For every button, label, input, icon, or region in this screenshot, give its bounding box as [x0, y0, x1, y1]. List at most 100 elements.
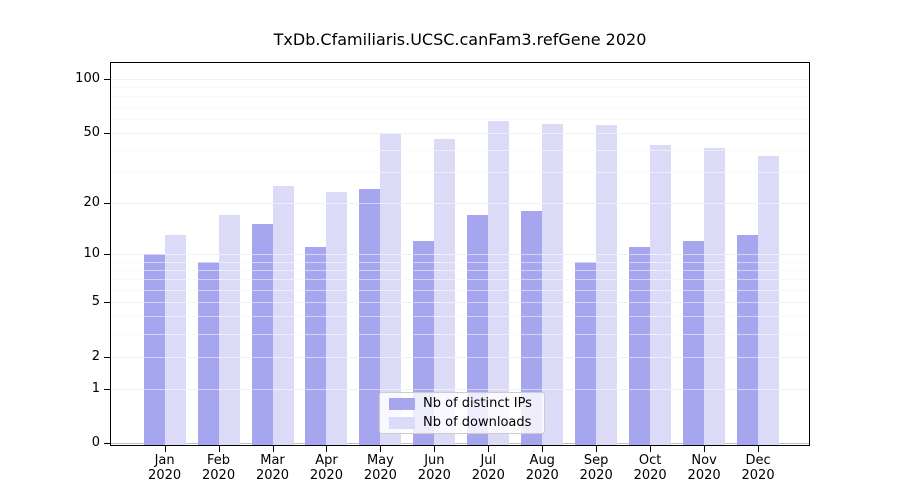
bar-distinct-ips-apr	[305, 247, 327, 446]
x-tick-year: 2020	[687, 468, 721, 483]
y-tick-mark	[104, 253, 110, 255]
bar-downloads-feb	[218, 215, 240, 446]
bar-downloads-mar	[272, 186, 294, 446]
x-tick-month: Jul	[480, 453, 497, 468]
gridline-overlay	[110, 356, 810, 358]
x-tick-year: 2020	[579, 468, 613, 483]
gridline-overlay	[110, 87, 810, 89]
plot-area	[110, 62, 810, 446]
x-tick-label: Oct 2020	[618, 453, 682, 483]
x-tick-month: Dec	[745, 453, 771, 468]
gridline-overlay	[110, 289, 810, 291]
gridline-overlay	[110, 150, 810, 152]
x-tick-month: Sep	[583, 453, 609, 468]
gridline-overlay	[110, 132, 810, 134]
plot-inner	[110, 62, 810, 446]
x-tick-mark	[650, 446, 652, 452]
x-tick-month: Apr	[315, 453, 338, 468]
x-tick-month: May	[366, 453, 394, 468]
x-tick-label: Jan 2020	[133, 453, 197, 483]
x-tick-year: 2020	[255, 468, 290, 483]
bar-downloads-jul	[488, 121, 510, 446]
x-tick-mark	[704, 446, 706, 452]
legend-item-downloads: Nb of downloads	[380, 415, 544, 431]
x-tick-year: 2020	[148, 468, 182, 483]
y-tick-label: 20	[83, 194, 100, 210]
bar-downloads-jun	[434, 139, 456, 446]
x-tick-month: Jun	[424, 453, 445, 468]
x-tick-label: Jul 2020	[456, 453, 520, 483]
x-tick-year: 2020	[309, 468, 343, 483]
legend-label-distinct-ips: Nb of distinct IPs	[423, 395, 532, 411]
gridline-overlay	[110, 388, 810, 390]
x-tick-mark	[326, 446, 328, 452]
bar-distinct-ips-sep	[575, 261, 597, 446]
bar-downloads-sep	[596, 125, 618, 446]
x-tick-label: Jun 2020	[402, 453, 466, 483]
bar-distinct-ips-may	[359, 189, 381, 446]
bar-downloads-apr	[326, 192, 348, 446]
y-tick-label: 0	[91, 435, 100, 451]
y-tick-mark	[104, 132, 110, 134]
gridline-overlay	[110, 333, 810, 335]
y-tick-mark	[104, 388, 110, 390]
x-tick-month: Aug	[529, 453, 555, 468]
x-tick-year: 2020	[633, 468, 667, 483]
gridline-overlay	[110, 202, 810, 204]
x-tick-mark	[164, 446, 166, 452]
y-tick-mark	[104, 202, 110, 204]
legend-label-downloads: Nb of downloads	[423, 414, 532, 430]
legend-swatch-downloads	[389, 416, 415, 429]
bar-distinct-ips-jan	[143, 253, 165, 446]
legend-item-distinct-ips: Nb of distinct IPs	[380, 396, 544, 412]
x-tick-mark	[272, 446, 274, 452]
x-tick-label: Aug 2020	[510, 453, 574, 483]
x-tick-mark	[596, 446, 598, 452]
bar-downloads-nov	[704, 148, 726, 446]
x-tick-year: 2020	[363, 468, 397, 483]
gridline-overlay	[110, 253, 810, 255]
y-tick-label: 5	[91, 293, 100, 309]
y-tick-mark	[104, 356, 110, 358]
y-tick-label: 50	[83, 124, 100, 140]
y-tick-mark	[104, 78, 110, 80]
x-tick-mark	[488, 446, 490, 452]
x-tick-mark	[758, 446, 760, 452]
gridline-overlay	[110, 106, 810, 108]
x-tick-year: 2020	[417, 468, 451, 483]
y-tick-mark	[104, 301, 110, 303]
x-tick-label: May 2020	[348, 453, 412, 483]
bar-distinct-ips-aug	[521, 210, 543, 446]
gridline-overlay	[110, 316, 810, 318]
x-tick-mark	[380, 446, 382, 452]
gridline-zero	[110, 443, 810, 445]
legend: Nb of distinct IPs Nb of downloads	[379, 392, 545, 434]
x-tick-year: 2020	[741, 468, 775, 483]
bar-downloads-may	[380, 132, 402, 446]
x-tick-month: Mar	[260, 453, 285, 468]
gridline-overlay	[110, 261, 810, 263]
x-tick-mark	[434, 446, 436, 452]
y-tick-label: 1	[91, 380, 100, 396]
x-tick-mark	[218, 446, 220, 452]
legend-swatch-distinct-ips	[389, 397, 415, 410]
x-tick-month: Nov	[691, 453, 717, 468]
x-tick-month: Jan	[154, 453, 175, 468]
y-tick-mark	[104, 443, 110, 445]
x-tick-label: Apr 2020	[294, 453, 358, 483]
gridline-overlay	[110, 172, 810, 174]
x-tick-label: Mar 2020	[241, 453, 305, 483]
bar-distinct-ips-jul	[467, 215, 489, 446]
x-tick-mark	[542, 446, 544, 452]
x-tick-label: Sep 2020	[564, 453, 628, 483]
bar-distinct-ips-nov	[683, 240, 705, 446]
bar-downloads-jan	[164, 234, 186, 446]
gridline-overlay	[110, 301, 810, 303]
x-tick-label: Nov 2020	[672, 453, 736, 483]
x-tick-label: Dec 2020	[726, 453, 790, 483]
bar-downloads-aug	[542, 124, 564, 446]
x-tick-year: 2020	[202, 468, 236, 483]
gridline-overlay	[110, 269, 810, 271]
gridline-overlay	[110, 279, 810, 281]
